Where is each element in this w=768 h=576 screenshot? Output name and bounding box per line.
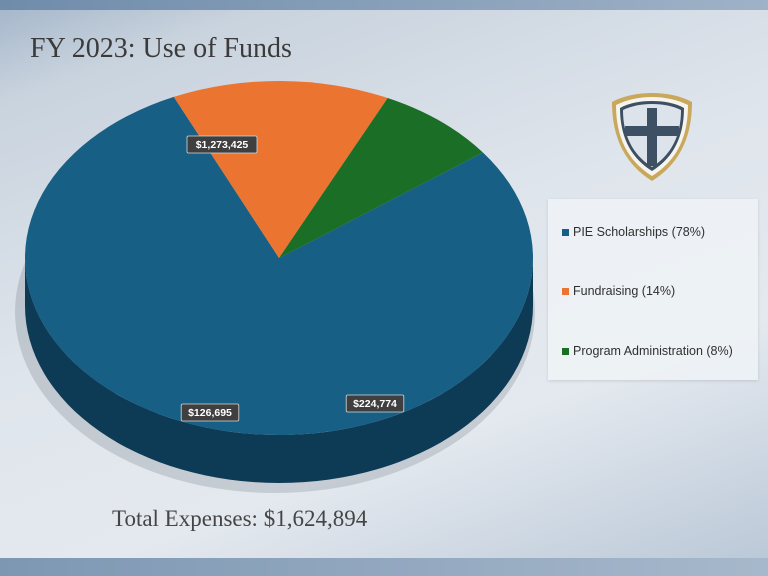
- legend-swatch-scholarships: [562, 228, 569, 236]
- pie-side-scholarships: [25, 258, 533, 483]
- chart-legend: PIE Scholarships (78%) Fundraising (14%)…: [548, 199, 758, 380]
- legend-swatch-fundraising: [562, 287, 569, 295]
- data-label-scholarships: $1,273,425: [196, 139, 249, 151]
- legend-label-fundraising: Fundraising (14%): [573, 284, 676, 298]
- pie-slice-fundraising: [173, 80, 388, 258]
- legend-label-administration: Program Administration (8%): [573, 344, 733, 358]
- legend-item-fundraising: Fundraising (14%): [562, 284, 675, 298]
- shield-cross-icon: [612, 93, 692, 181]
- top-band: [0, 0, 768, 10]
- legend-item-administration: Program Administration (8%): [562, 344, 733, 358]
- data-label-fundraising: $224,774: [353, 398, 397, 410]
- pie-slice-administration: [279, 98, 483, 258]
- legend-item-scholarships: PIE Scholarships (78%): [562, 225, 705, 239]
- data-label-box-administration: [180, 403, 240, 422]
- data-label-box-scholarships: [186, 135, 258, 154]
- bottom-band: [0, 558, 768, 576]
- legend-label-scholarships: PIE Scholarships (78%): [573, 225, 706, 239]
- pie-slice-scholarships: [25, 96, 533, 435]
- legend-swatch-administration: [562, 347, 569, 355]
- data-label-administration: $126,695: [188, 407, 232, 419]
- data-label-box-fundraising: [345, 394, 405, 413]
- chart-title: FY 2023: Use of Funds: [30, 33, 292, 64]
- total-expenses: Total Expenses: $1,624,894: [112, 506, 368, 531]
